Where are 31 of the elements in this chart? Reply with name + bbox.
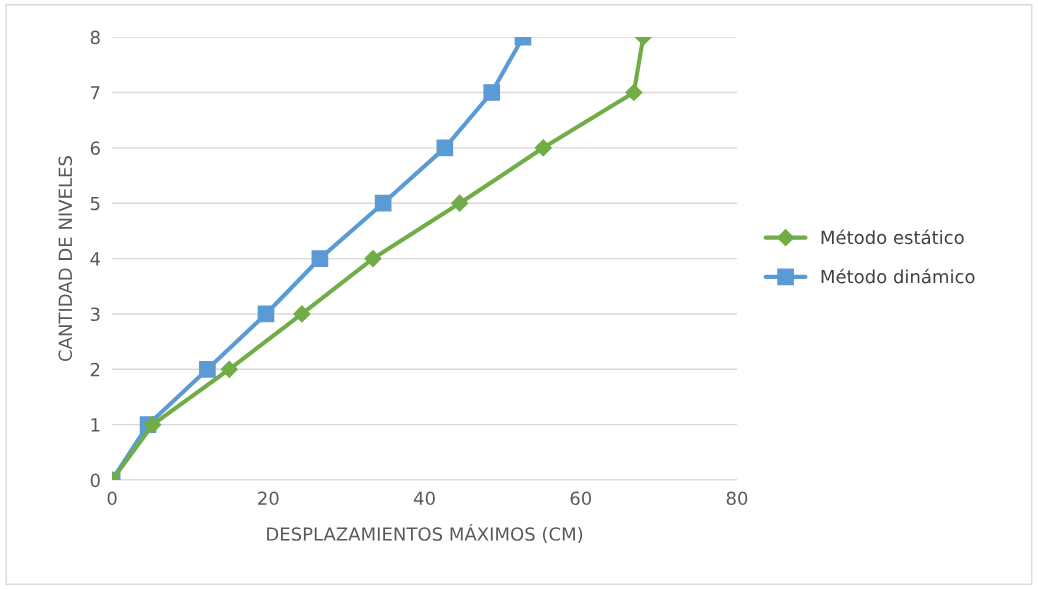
point <box>199 360 216 378</box>
y-tick-label: 0 <box>90 473 100 488</box>
y-tick-label: 8 <box>90 30 100 45</box>
y-tick-label: 2 <box>90 362 100 377</box>
point <box>364 250 382 268</box>
y-tick-label: 7 <box>90 86 100 100</box>
point <box>451 194 469 212</box>
point <box>311 250 329 267</box>
x-tick-label: 20 <box>258 491 279 506</box>
legend-label: Método dinámico <box>821 268 975 284</box>
point <box>534 139 552 157</box>
y-axis-title: CANTIDAD DE NIVELES <box>58 156 73 362</box>
point <box>374 194 392 212</box>
y-tick-label: 6 <box>90 141 100 155</box>
point <box>625 83 643 102</box>
x-tick-label: 60 <box>570 491 592 506</box>
legend-label: Método estático <box>821 229 964 245</box>
y-tick-label: 4 <box>90 252 100 266</box>
point <box>483 84 501 101</box>
point <box>436 139 454 157</box>
y-tick-label: 5 <box>90 196 100 211</box>
point <box>257 305 275 323</box>
x-tick-label: 80 <box>726 491 748 506</box>
point <box>293 305 311 323</box>
point <box>144 416 162 434</box>
y-tick-label: 1 <box>91 418 100 432</box>
x-tick-label: 40 <box>413 491 435 506</box>
x-axis-title: DESPLAZAMIENTOS MÁXIMOS (CM) <box>267 523 583 543</box>
y-tick-label: 3 <box>90 307 100 322</box>
x-tick-label: 0 <box>107 491 117 506</box>
point <box>220 360 238 378</box>
